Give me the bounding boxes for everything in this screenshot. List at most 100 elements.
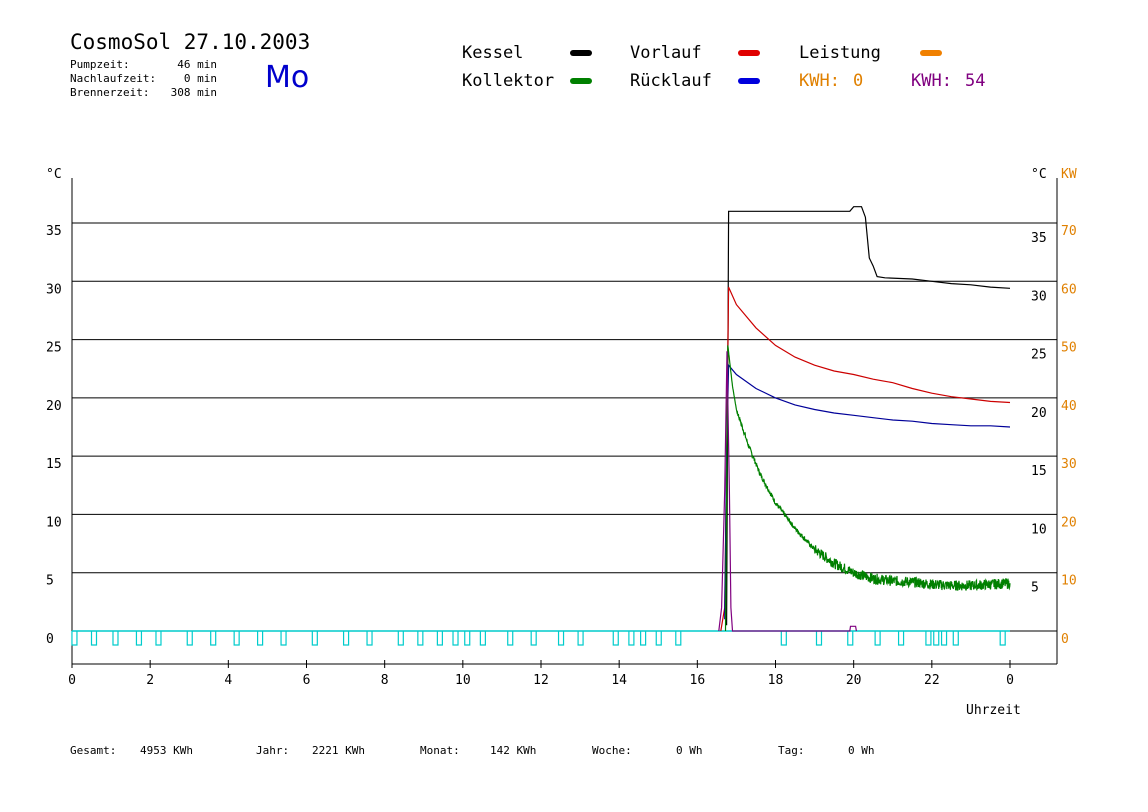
series-line-kollektor — [724, 345, 1011, 632]
kwh-solar-label: KWH: — [799, 71, 840, 91]
nachlaufzeit-value: 0 min — [183, 72, 217, 85]
y-tick-right-temp: 20 — [1031, 406, 1047, 421]
footer-monat-value: 142 KWh — [490, 744, 537, 757]
y-tick-right-power: 30 — [1061, 457, 1077, 472]
y-tick-right-power: 20 — [1061, 515, 1077, 530]
y-tick-left: 20 — [46, 399, 62, 414]
pump-pulse — [940, 631, 948, 646]
pump-pulse — [628, 631, 635, 646]
brennerzeit-label: Brennerzeit: — [70, 86, 150, 99]
pump-pulse — [847, 631, 854, 646]
series-line-leistung — [718, 351, 857, 632]
pump-pulse — [366, 631, 373, 646]
y-tick-left: 0 — [46, 632, 54, 647]
brennerzeit-value: 308 min — [170, 86, 217, 99]
series-line-ruecklauf — [724, 363, 1011, 620]
pump-pulse — [925, 631, 932, 646]
pump-pulse — [155, 631, 162, 646]
x-tick-label: 0 — [68, 673, 76, 688]
y-tick-right-power: 50 — [1061, 341, 1077, 356]
kwh-solar-value: 0 — [853, 71, 864, 91]
pump-pulse — [897, 631, 905, 646]
footer-monat-label: Monat: — [420, 744, 460, 757]
pump-pulse — [933, 631, 940, 646]
pump-pulse — [186, 631, 193, 646]
x-tick-label: 2 — [146, 673, 154, 688]
series-line-kessel — [726, 206, 1011, 626]
pump-pulse — [233, 631, 240, 646]
y-tick-left: 35 — [46, 224, 62, 239]
pump-pulse — [675, 631, 682, 646]
y-tick-right-temp: 35 — [1031, 231, 1047, 246]
legend-kessel-label: Kessel — [462, 43, 524, 63]
kwh-burner-value: 54 — [965, 71, 986, 91]
chart-title: CosmoSol 27.10.2003 — [70, 30, 311, 54]
legend-kessel-swatch — [570, 50, 592, 56]
x-tick-label: 14 — [611, 673, 627, 688]
pump-pulse — [342, 631, 350, 646]
pump-pulse — [530, 631, 537, 646]
legend-ruecklauf-swatch — [738, 78, 760, 84]
legend-vorlauf-swatch — [738, 50, 760, 56]
x-tick-label: 10 — [455, 673, 471, 688]
pump-pulse — [780, 631, 787, 646]
pump-pulse — [999, 631, 1006, 646]
footer-woche-value: 0 Wh — [676, 744, 703, 757]
x-tick-label: 22 — [924, 673, 940, 688]
legend-leistung-swatch — [920, 50, 942, 56]
pump-pulse — [436, 631, 443, 646]
pump-pulse — [397, 631, 404, 646]
y-tick-right-temp: 25 — [1031, 348, 1047, 363]
pump-pulse — [815, 631, 823, 646]
y-tick-right-power: 10 — [1061, 574, 1077, 589]
pump-pulse — [557, 631, 565, 646]
y-tick-right-temp: 5 — [1031, 581, 1039, 596]
footer-woche-label: Woche: — [592, 744, 632, 757]
pump-pulse — [479, 631, 486, 646]
legend-leistung-label: Leistung — [799, 43, 881, 63]
legend-kollektor-label: Kollektor — [462, 71, 555, 91]
pump-pulse — [952, 631, 959, 646]
pump-pulse — [577, 631, 584, 646]
pump-pulse — [112, 631, 119, 646]
pump-pulse — [311, 631, 318, 646]
legend-vorlauf-label: Vorlauf — [630, 43, 702, 63]
y-left-unit: °C — [46, 167, 62, 182]
kwh-burner-label: KWH: — [911, 71, 952, 91]
y-tick-right-power: 60 — [1061, 282, 1077, 297]
x-axis-label: Uhrzeit — [966, 703, 1021, 718]
x-tick-label: 20 — [846, 673, 862, 688]
y-right-power-unit: KW — [1061, 167, 1077, 182]
pump-pulse — [210, 631, 217, 646]
footer-tag-value: 0 Wh — [848, 744, 875, 757]
y-tick-right-power: 40 — [1061, 399, 1077, 414]
pump-pulse — [280, 631, 287, 646]
pump-pulse — [452, 631, 459, 646]
y-tick-right-power: 70 — [1061, 224, 1077, 239]
nachlaufzeit-label: Nachlaufzeit: — [70, 72, 157, 85]
pump-pulse — [417, 631, 424, 646]
weekday-label: Mo — [265, 60, 310, 95]
pump-pulse — [257, 631, 264, 646]
footer-jahr-label: Jahr: — [256, 744, 290, 757]
x-tick-label: 0 — [1006, 673, 1014, 688]
pumpzeit-label: Pumpzeit: — [70, 58, 130, 71]
y-tick-right-power: 0 — [1061, 632, 1069, 647]
x-tick-label: 18 — [768, 673, 784, 688]
y-right-temp-unit: °C — [1031, 167, 1047, 182]
pumpzeit-value: 46 min — [177, 58, 217, 71]
pump-pulse — [655, 631, 662, 646]
footer-jahr-value: 2221 KWh — [312, 744, 365, 757]
pump-pulse — [71, 631, 78, 646]
x-tick-label: 6 — [303, 673, 311, 688]
x-tick-label: 16 — [690, 673, 706, 688]
y-tick-left: 5 — [46, 574, 54, 589]
pump-pulse — [135, 631, 143, 646]
y-tick-left: 15 — [46, 457, 62, 472]
pump-pulse — [612, 631, 619, 646]
legend-kollektor-swatch — [570, 78, 592, 84]
pump-status-trace — [71, 630, 1010, 646]
y-tick-right-temp: 10 — [1031, 522, 1047, 537]
x-tick-label: 8 — [381, 673, 389, 688]
